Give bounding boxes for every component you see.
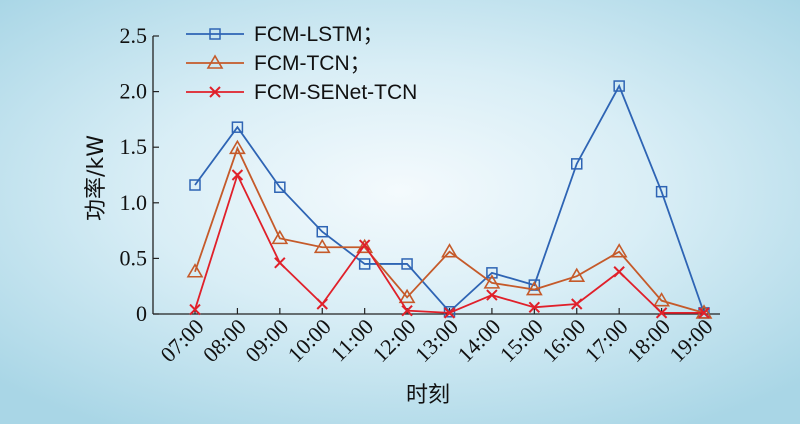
data-point	[441, 243, 458, 258]
data-point	[655, 185, 668, 198]
x-tick-label: 13:00	[410, 314, 463, 367]
data-point	[358, 239, 371, 251]
y-tick-label: 1.0	[120, 190, 148, 215]
data-point	[316, 298, 328, 310]
y-axis-title: 功率/kW	[84, 135, 109, 221]
legend-item: FCM-SENet-TCN	[186, 81, 417, 104]
x-tick-label: 19:00	[664, 314, 717, 367]
data-point	[274, 181, 286, 193]
y-tick-label: 0	[136, 301, 147, 326]
data-point	[209, 28, 221, 40]
data-point	[610, 243, 628, 258]
legend: FCM-LSTM； FCM-TCN； FCM-SENet-TCN	[186, 23, 417, 104]
data-point	[189, 179, 201, 191]
data-point	[655, 307, 668, 319]
x-tick-label: 10:00	[283, 314, 336, 367]
y-tick-label: 0.5	[120, 245, 148, 270]
series-3	[189, 169, 710, 319]
data-point	[525, 280, 543, 296]
data-point	[231, 121, 244, 133]
data-point	[274, 257, 286, 269]
data-point	[229, 139, 246, 155]
data-point	[613, 266, 625, 278]
data-point	[568, 267, 586, 282]
x-tick-label: 15:00	[495, 314, 548, 367]
data-point	[695, 304, 713, 319]
data-point	[401, 258, 413, 270]
legend-label: FCM-TCN；	[254, 52, 371, 75]
data-point	[358, 258, 371, 270]
data-point	[271, 229, 289, 245]
x-tick-label: 09:00	[240, 314, 293, 367]
data-point	[356, 238, 374, 254]
data-point	[653, 292, 670, 307]
data-point	[206, 54, 224, 69]
x-tick-label: 12:00	[367, 314, 420, 367]
data-point	[698, 307, 710, 319]
data-point	[443, 307, 456, 319]
data-point	[486, 267, 498, 279]
x-tick-label: 14:00	[452, 314, 505, 367]
series-layer	[186, 80, 713, 319]
data-point	[231, 169, 244, 181]
series-2	[186, 139, 713, 319]
y-tick-label: 2.5	[120, 23, 148, 48]
y-tick-label: 1.5	[120, 134, 148, 159]
legend-item: FCM-TCN；	[186, 52, 371, 75]
y-tick-label: 2.0	[120, 79, 148, 104]
x-tick-label: 08:00	[198, 314, 251, 367]
x-axis-title: 时刻	[406, 383, 450, 408]
data-point	[528, 301, 541, 314]
data-point	[398, 288, 416, 304]
legend-label: FCM-SENet-TCN	[254, 81, 417, 104]
data-point	[486, 289, 498, 301]
x-tick-label: 11:00	[326, 314, 379, 367]
x-tick-label: 07:00	[155, 314, 208, 367]
data-point	[571, 298, 583, 310]
data-point	[483, 274, 501, 289]
x-tick-label: 18:00	[622, 314, 675, 367]
data-point	[209, 86, 221, 98]
x-tick-label: 16:00	[537, 314, 590, 367]
data-point	[313, 238, 331, 254]
axes: 0 0.5 1.0 1.5 2.0 2.5 07:0008:0009:0010:0011:0…	[120, 23, 720, 367]
legend-label: FCM-LSTM；	[254, 23, 384, 46]
data-point	[189, 303, 201, 316]
data-point	[401, 304, 413, 317]
data-point	[316, 225, 328, 238]
legend-item: FCM-LSTM；	[186, 23, 384, 46]
data-point	[571, 158, 583, 170]
x-tick-label: 17:00	[580, 314, 633, 367]
series-line	[194, 145, 705, 314]
data-point	[186, 263, 204, 278]
data-point	[613, 80, 625, 92]
